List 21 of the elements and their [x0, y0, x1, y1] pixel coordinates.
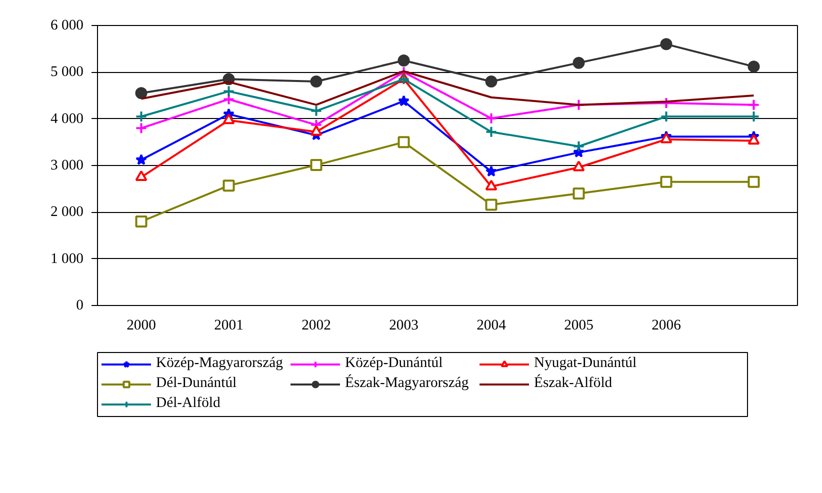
x-tick-label: 2002 [302, 318, 331, 334]
y-tick-label: 3 000 [50, 158, 84, 174]
legend-label: Dél-Dunántúl [156, 375, 238, 392]
y-tick-label: 2 000 [50, 204, 84, 220]
x-tick-label: 2000 [126, 318, 156, 334]
legend-label: Közép-Magyarország [156, 355, 284, 372]
x-tick-label: 2001 [214, 318, 244, 334]
legend-label: Közép-Dunántúl [345, 355, 444, 372]
x-tick-label: 2005 [564, 318, 594, 334]
legend-label: Nyugat-Dunántúl [534, 355, 638, 372]
legend-label: Észak-Magyarország [345, 375, 470, 392]
y-tick-label: 4 000 [50, 110, 84, 127]
legend-label: Észak-Alföld [534, 375, 614, 392]
x-tick-label: 2006 [652, 318, 681, 334]
x-tick-label: 2004 [476, 318, 507, 334]
y-tick-label: 0 [76, 298, 84, 314]
y-tick-label: 6 000 [50, 18, 84, 34]
y-tick-label: 5 000 [50, 64, 84, 80]
y-tick-label: 1 000 [50, 250, 84, 267]
legend-label: Dél-Alföld [156, 395, 222, 412]
x-tick-label: 2003 [389, 318, 418, 334]
